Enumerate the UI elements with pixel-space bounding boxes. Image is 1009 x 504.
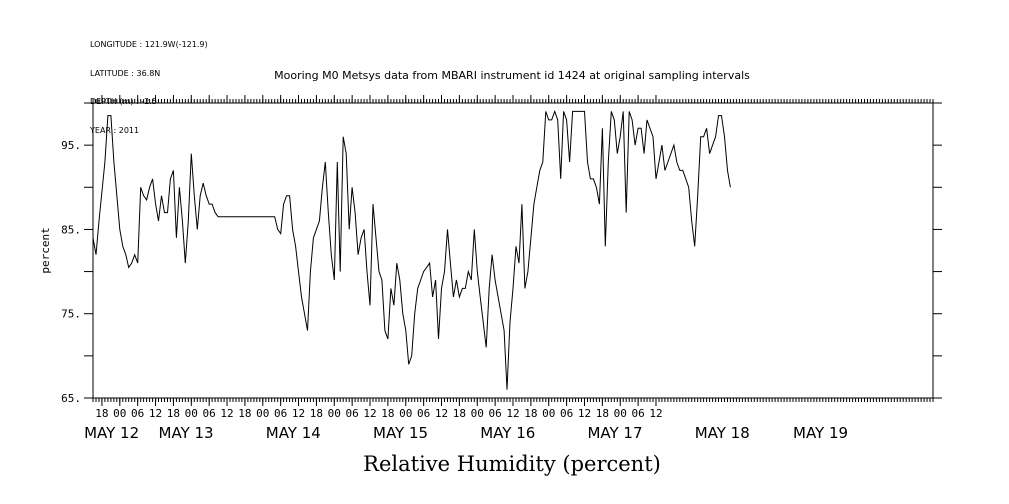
- y-tick-label: 85.: [61, 223, 81, 236]
- latitude-label: LATITUDE : 36.8N: [90, 68, 161, 78]
- x-tick-label: 00: [113, 407, 126, 420]
- x-tick-label: 18: [596, 407, 609, 420]
- x-tick-label: 06: [631, 407, 644, 420]
- plot-frame: [92, 102, 934, 399]
- y-axis-label: percent: [39, 227, 52, 273]
- x-tick-label: 06: [274, 407, 287, 420]
- x-tick-label: 00: [328, 407, 341, 420]
- chart-title: Mooring M0 Metsys data from MBARI instru…: [274, 69, 750, 82]
- x-tick-label: 00: [614, 407, 627, 420]
- y-tick-label: 75.: [61, 308, 81, 321]
- x-tick-label: 06: [489, 407, 502, 420]
- x-tick-label: 18: [381, 407, 394, 420]
- x-tick-label: 06: [417, 407, 430, 420]
- longitude-label: LONGITUDE : 121.9W(-121.9): [90, 40, 208, 49]
- humidity-series-line: [92, 109, 731, 390]
- date-label: MAY 16: [480, 424, 535, 442]
- x-tick-label: 12: [292, 407, 305, 420]
- year-label: YEAR : 2011: [90, 125, 140, 135]
- date-label: MAY 15: [373, 424, 428, 442]
- date-label: MAY 18: [695, 424, 750, 442]
- x-tick-label: 18: [238, 407, 251, 420]
- date-label: MAY 13: [159, 424, 214, 442]
- x-tick-label: 12: [506, 407, 519, 420]
- x-tick-label: 06: [346, 407, 359, 420]
- x-tick-label: 06: [560, 407, 573, 420]
- x-tick-label: 12: [149, 407, 162, 420]
- x-tick-label: 00: [542, 407, 555, 420]
- x-tick-label: 00: [185, 407, 198, 420]
- x-tick-label: 06: [131, 407, 144, 420]
- x-tick-label: 12: [578, 407, 591, 420]
- x-tick-label: 18: [167, 407, 180, 420]
- date-label: MAY 14: [266, 424, 321, 442]
- y-tick-label: 95.: [61, 139, 81, 152]
- date-label: MAY 17: [587, 424, 642, 442]
- x-minor-ticks: [92, 99, 934, 402]
- x-tick-label: 12: [649, 407, 662, 420]
- x-tick-label: 06: [203, 407, 216, 420]
- x-tick-label: 12: [435, 407, 448, 420]
- x-tick-label: 18: [453, 407, 466, 420]
- x-axis-caption: Relative Humidity (percent): [363, 452, 661, 476]
- date-label: MAY 19: [793, 424, 848, 442]
- x-tick-label: 12: [363, 407, 376, 420]
- x-tick-label: 00: [471, 407, 484, 420]
- x-tick-label: 12: [220, 407, 233, 420]
- x-tick-label: 18: [524, 407, 537, 420]
- x-tick-label: 18: [310, 407, 323, 420]
- x-tick-label: 00: [399, 407, 412, 420]
- y-tick-label: 65.: [61, 392, 81, 405]
- date-label: MAY 12: [84, 424, 139, 442]
- x-tick-label: 00: [256, 407, 269, 420]
- x-tick-label: 18: [95, 407, 108, 420]
